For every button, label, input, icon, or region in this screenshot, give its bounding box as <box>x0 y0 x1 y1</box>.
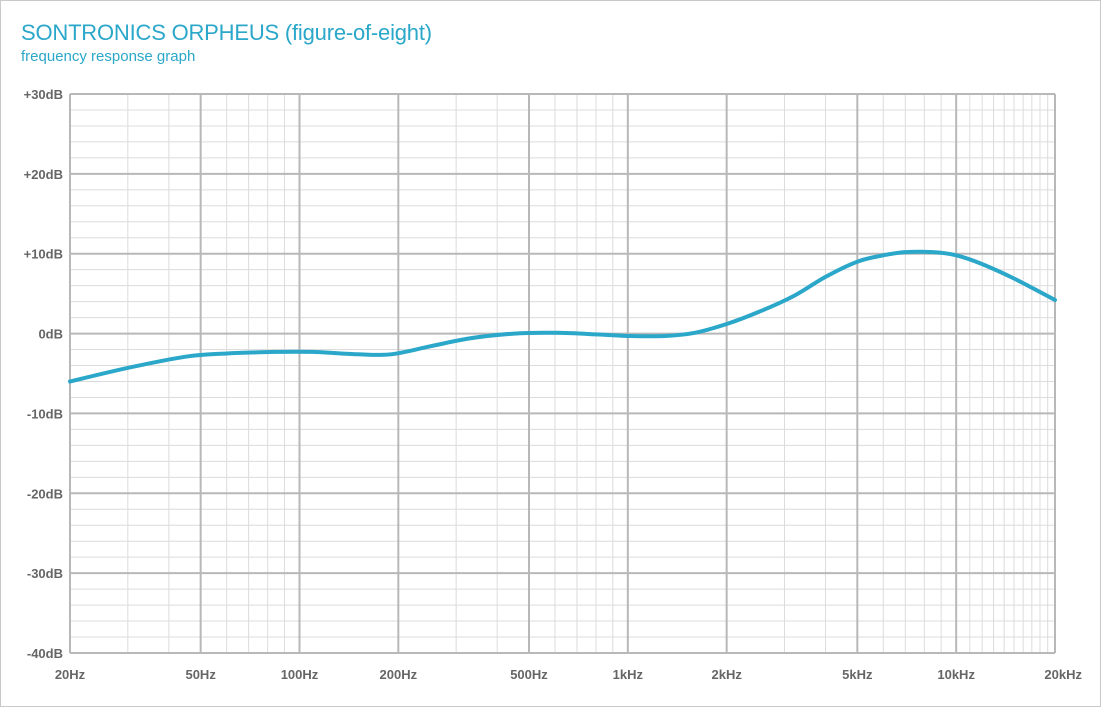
x-tick-label: 20Hz <box>55 667 86 682</box>
x-tick-label: 5kHz <box>842 667 873 682</box>
series-group <box>68 249 1057 384</box>
y-tick-label: +20dB <box>24 167 63 182</box>
x-tick-label: 100Hz <box>281 667 319 682</box>
x-tick-labels: 20Hz 50Hz 100Hz 200Hz 500Hz 1kHz 2kHz 5kHz 10kHz… <box>55 667 1083 682</box>
frequency-response-curve <box>68 249 1057 384</box>
chart-subtitle: frequency response graph <box>21 48 196 65</box>
y-tick-label: -20dB <box>27 486 63 501</box>
x-tick-label: 2kHz <box>711 667 742 682</box>
grid-major <box>69 93 1056 654</box>
x-tick-label: 200Hz <box>380 667 418 682</box>
y-tick-label: -40dB <box>27 646 63 661</box>
y-tick-labels: +30dB +20dB +10dB 0dB -10dB -20dB -30dB -40dB <box>24 87 63 661</box>
chart-title: SONTRONICS ORPHEUS (figure-of-eight) <box>21 20 432 45</box>
y-tick-label: -10dB <box>27 406 63 421</box>
y-tick-label: -30dB <box>27 566 63 581</box>
x-tick-label: 1kHz <box>613 667 644 682</box>
y-tick-label: +10dB <box>24 247 63 262</box>
y-tick-label: +30dB <box>24 87 63 102</box>
x-tick-label: 50Hz <box>185 667 216 682</box>
x-tick-label: 500Hz <box>510 667 548 682</box>
y-tick-label: 0dB <box>38 327 63 342</box>
x-tick-label: 20kHz <box>1044 667 1082 682</box>
grid-minor <box>69 94 1056 653</box>
x-tick-label: 10kHz <box>937 667 975 682</box>
